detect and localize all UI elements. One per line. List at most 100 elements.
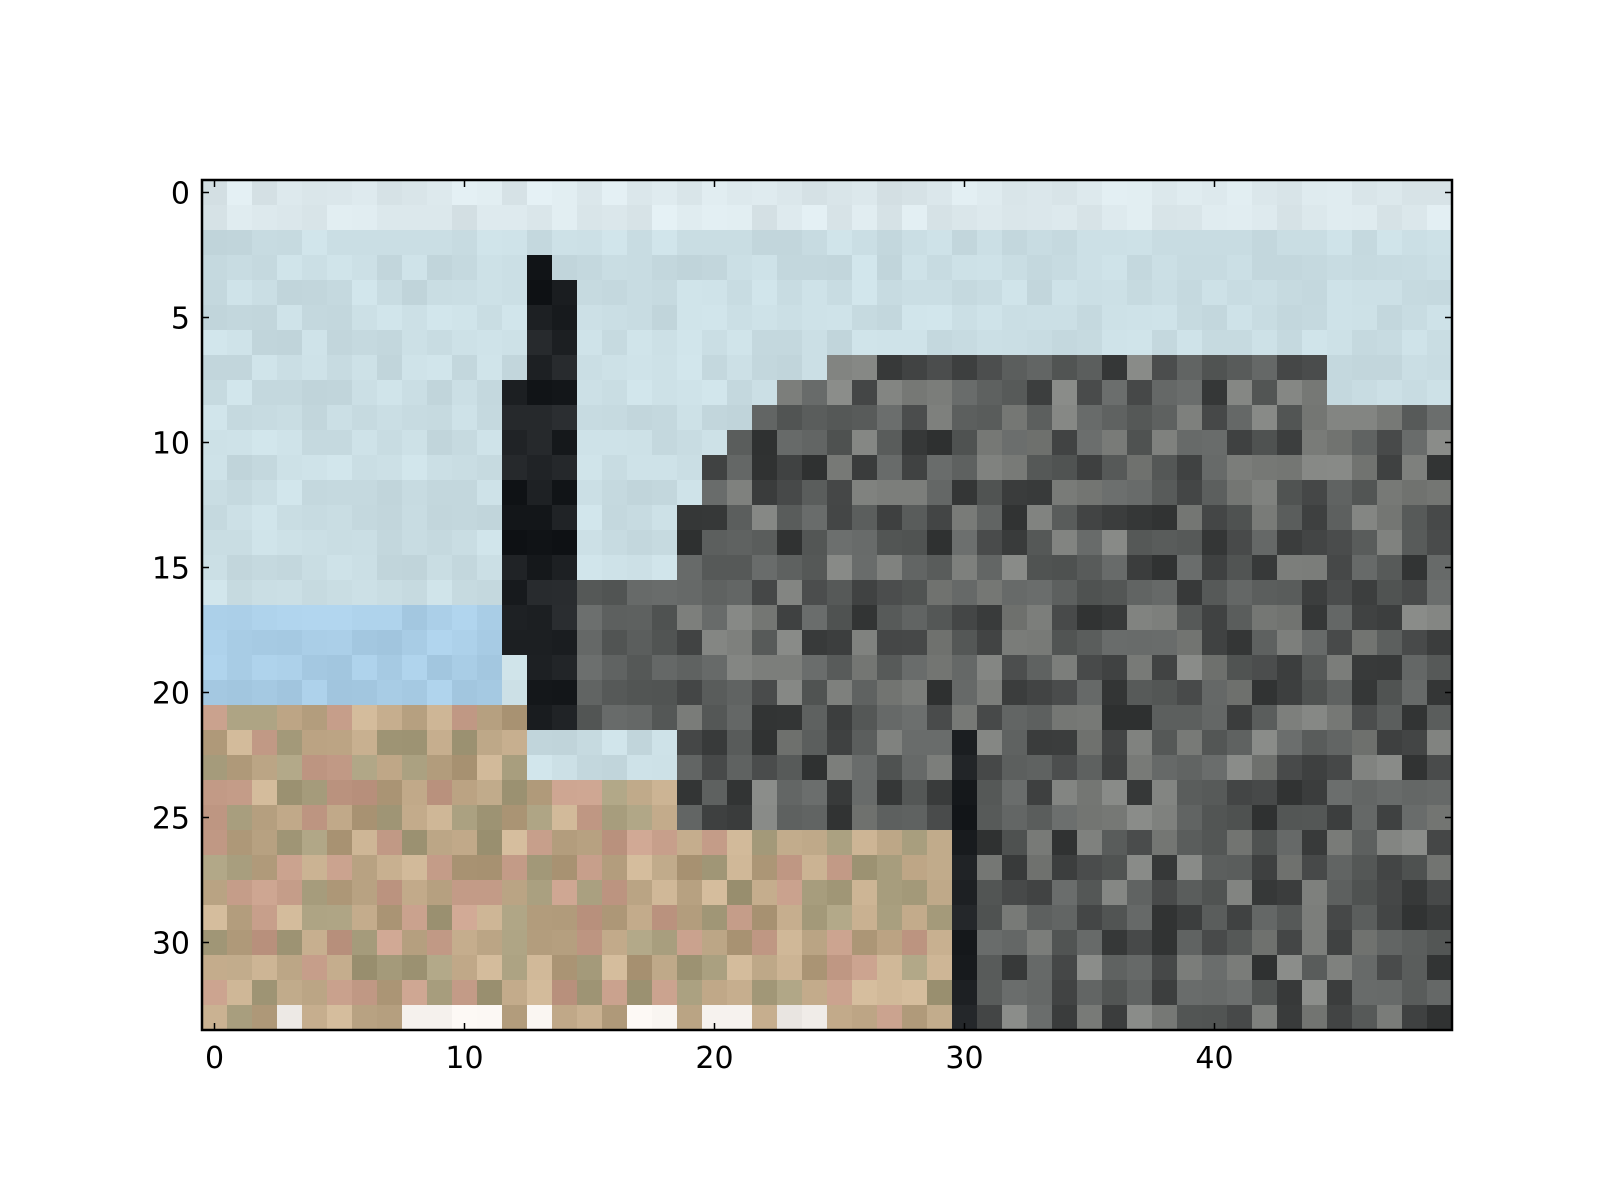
image-pixel xyxy=(952,730,978,756)
image-pixel xyxy=(427,280,453,306)
image-pixel xyxy=(227,705,253,731)
image-pixel xyxy=(702,405,728,431)
image-pixel xyxy=(227,655,253,681)
image-pixel xyxy=(252,830,278,856)
image-pixel xyxy=(1277,1005,1303,1031)
image-pixel xyxy=(802,430,828,456)
image-pixel xyxy=(877,705,903,731)
image-pixel xyxy=(377,930,403,956)
image-pixel xyxy=(327,730,353,756)
image-pixel xyxy=(752,755,778,781)
image-pixel xyxy=(327,830,353,856)
image-pixel xyxy=(927,930,953,956)
image-pixel xyxy=(902,680,928,706)
image-pixel xyxy=(1002,205,1028,231)
image-pixel xyxy=(802,980,828,1006)
image-pixel xyxy=(752,680,778,706)
image-pixel xyxy=(252,480,278,506)
image-pixel xyxy=(1027,680,1053,706)
image-pixel xyxy=(1302,905,1328,931)
image-pixel xyxy=(1077,430,1103,456)
image-pixel xyxy=(952,605,978,631)
image-pixel xyxy=(427,430,453,456)
plot-frame xyxy=(200,178,1454,1032)
image-pixel xyxy=(652,605,678,631)
image-pixel xyxy=(952,355,978,381)
image-pixel xyxy=(1427,855,1453,881)
image-pixel xyxy=(1327,630,1353,656)
image-pixel xyxy=(752,655,778,681)
image-pixel xyxy=(352,430,378,456)
image-pixel xyxy=(952,330,978,356)
image-pixel xyxy=(802,605,828,631)
image-pixel xyxy=(1252,405,1278,431)
image-pixel xyxy=(1052,730,1078,756)
image-pixel xyxy=(1202,830,1228,856)
image-pixel xyxy=(1227,230,1253,256)
image-pixel xyxy=(227,930,253,956)
image-pixel xyxy=(227,230,253,256)
image-pixel xyxy=(1277,355,1303,381)
image-pixel xyxy=(402,805,428,831)
image-pixel xyxy=(1027,355,1053,381)
image-pixel xyxy=(552,980,578,1006)
image-pixel xyxy=(727,705,753,731)
image-pixel xyxy=(502,780,528,806)
image-pixel xyxy=(627,280,653,306)
image-pixel xyxy=(827,405,853,431)
image-pixel xyxy=(727,930,753,956)
image-pixel xyxy=(1302,355,1328,381)
image-pixel xyxy=(902,405,928,431)
image-pixel xyxy=(1002,230,1028,256)
image-pixel xyxy=(1002,730,1028,756)
image-pixel xyxy=(802,355,828,381)
image-pixel xyxy=(1377,805,1403,831)
image-pixel xyxy=(452,905,478,931)
image-pixel xyxy=(1177,305,1203,331)
image-pixel xyxy=(1002,480,1028,506)
image-pixel xyxy=(1177,530,1203,556)
image-pixel xyxy=(1127,505,1153,531)
image-pixel xyxy=(227,1005,253,1031)
image-pixel xyxy=(227,355,253,381)
image-pixel xyxy=(1127,230,1153,256)
image-pixel xyxy=(302,555,328,581)
image-pixel xyxy=(1227,630,1253,656)
image-pixel xyxy=(202,530,228,556)
image-pixel xyxy=(752,280,778,306)
image-pixel xyxy=(927,680,953,706)
image-pixel xyxy=(352,380,378,406)
image-pixel xyxy=(1377,405,1403,431)
image-pixel xyxy=(1377,305,1403,331)
image-pixel xyxy=(427,380,453,406)
image-pixel xyxy=(502,505,528,531)
image-pixel xyxy=(227,955,253,981)
image-pixel xyxy=(1252,305,1278,331)
image-pixel xyxy=(752,255,778,281)
image-pixel xyxy=(327,205,353,231)
image-pixel xyxy=(1127,380,1153,406)
image-pixel xyxy=(877,830,903,856)
image-pixel xyxy=(1352,430,1378,456)
image-pixel xyxy=(802,955,828,981)
image-pixel xyxy=(252,780,278,806)
image-pixel xyxy=(602,255,628,281)
image-pixel xyxy=(352,855,378,881)
image-pixel xyxy=(777,955,803,981)
image-pixel xyxy=(602,1005,628,1031)
image-pixel xyxy=(702,955,728,981)
image-pixel xyxy=(877,780,903,806)
image-pixel xyxy=(352,605,378,631)
image-pixel xyxy=(402,405,428,431)
image-pixel xyxy=(1252,780,1278,806)
image-pixel xyxy=(677,780,703,806)
image-pixel xyxy=(627,755,653,781)
image-pixel xyxy=(602,530,628,556)
image-pixel xyxy=(402,855,428,881)
image-pixel xyxy=(602,955,628,981)
image-pixel xyxy=(802,330,828,356)
image-pixel xyxy=(377,505,403,531)
image-pixel xyxy=(1152,1005,1178,1031)
image-pixel xyxy=(927,855,953,881)
image-pixel xyxy=(302,780,328,806)
